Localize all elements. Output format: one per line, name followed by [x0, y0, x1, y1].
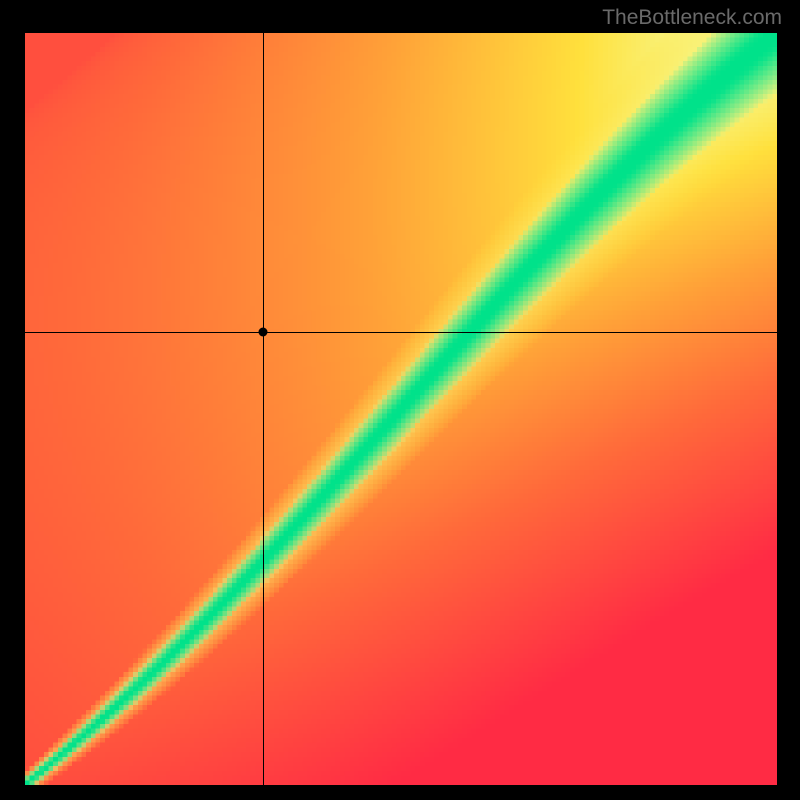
- heatmap-canvas: [25, 33, 777, 785]
- crosshair-horizontal: [25, 332, 777, 333]
- watermark-text: TheBottleneck.com: [602, 6, 782, 30]
- crosshair-vertical: [263, 33, 264, 785]
- chart-container: TheBottleneck.com: [0, 0, 800, 800]
- marker-dot: [259, 328, 268, 337]
- heatmap-plot-area: [25, 33, 777, 785]
